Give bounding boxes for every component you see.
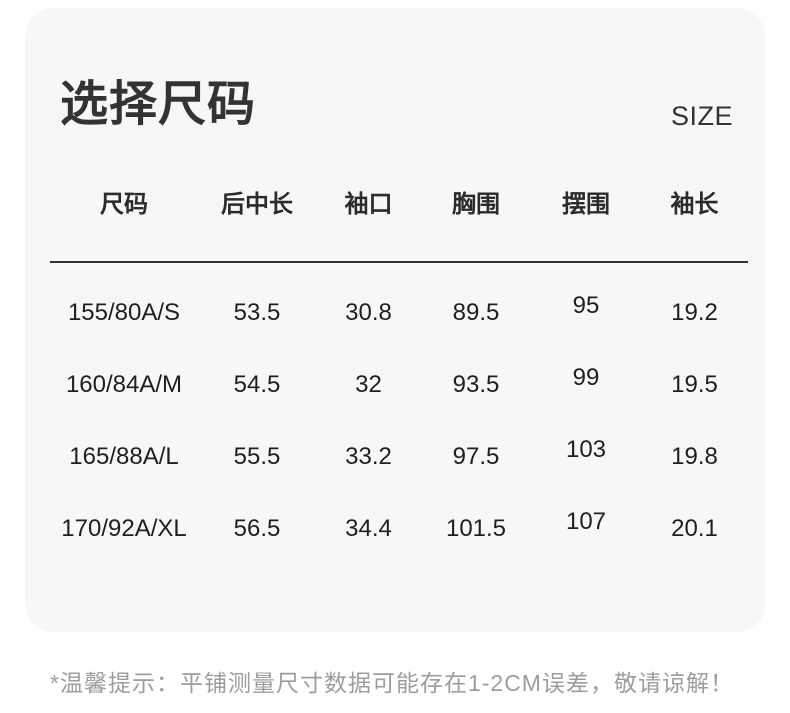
table-row: 165/88A/L 55.5 33.2 97.5 103 19.8 <box>50 421 748 493</box>
table-cell: 53.5 <box>233 299 281 326</box>
table-cell: 107 <box>565 508 607 535</box>
table-cell: 32 <box>355 371 382 398</box>
column-header-cuff: 袖口 <box>344 191 393 218</box>
measurement-disclaimer-note: *温馨提示：平铺测量尺寸数据可能存在1-2CM误差，敬请谅解！ <box>50 670 734 696</box>
size-table: 尺码 后中长 袖口 胸围 摆围 袖长 155/80A/S 53.5 30.8 8… <box>50 190 748 565</box>
size-row-label: 170/92A/XL <box>61 515 187 542</box>
table-cell: 95 <box>572 292 600 319</box>
page-title: 选择尺码 <box>60 78 257 131</box>
size-row-label: 165/88A/L <box>69 443 179 470</box>
table-cell: 30.8 <box>345 299 392 326</box>
table-cell: 56.5 <box>233 515 281 542</box>
table-cell: 101.5 <box>445 515 507 542</box>
size-row-label: 160/84A/M <box>65 371 183 398</box>
column-header-size: 尺码 <box>100 191 148 218</box>
table-body: 155/80A/S 53.5 30.8 89.5 95 19.2 160/84A… <box>50 277 748 565</box>
table-cell: 33.2 <box>345 443 392 470</box>
header-divider-line <box>50 261 748 263</box>
table-cell: 97.5 <box>452 443 500 470</box>
table-cell: 103 <box>565 436 607 463</box>
column-header-bust: 胸围 <box>452 191 500 218</box>
table-cell: 19.2 <box>671 299 718 326</box>
column-header-back-length: 后中长 <box>221 191 293 218</box>
table-header-row: 尺码 后中长 袖口 胸围 摆围 袖长 <box>50 190 748 220</box>
table-cell: 20.1 <box>671 515 718 542</box>
table-row: 160/84A/M 54.5 32 93.5 99 19.5 <box>50 349 748 421</box>
table-cell: 89.5 <box>452 299 500 326</box>
column-header-sleeve-length: 袖长 <box>670 191 719 218</box>
size-row-label: 155/80A/S <box>67 299 181 326</box>
table-cell: 19.5 <box>671 371 718 398</box>
table-cell: 54.5 <box>233 371 281 398</box>
table-cell: 34.4 <box>345 515 392 542</box>
size-label: SIZE <box>670 101 733 131</box>
table-cell: 19.8 <box>671 443 718 470</box>
table-row: 155/80A/S 53.5 30.8 89.5 95 19.2 <box>50 277 748 349</box>
size-chart-card: 选择尺码 SIZE 尺码 后中长 袖口 胸围 摆围 袖长 155/80A/S 5… <box>25 8 765 632</box>
table-cell: 93.5 <box>452 371 500 398</box>
column-header-hem: 摆围 <box>562 191 610 218</box>
table-cell: 99 <box>572 364 600 391</box>
table-row: 170/92A/XL 56.5 34.4 101.5 107 20.1 <box>50 493 748 565</box>
table-cell: 55.5 <box>233 443 281 470</box>
